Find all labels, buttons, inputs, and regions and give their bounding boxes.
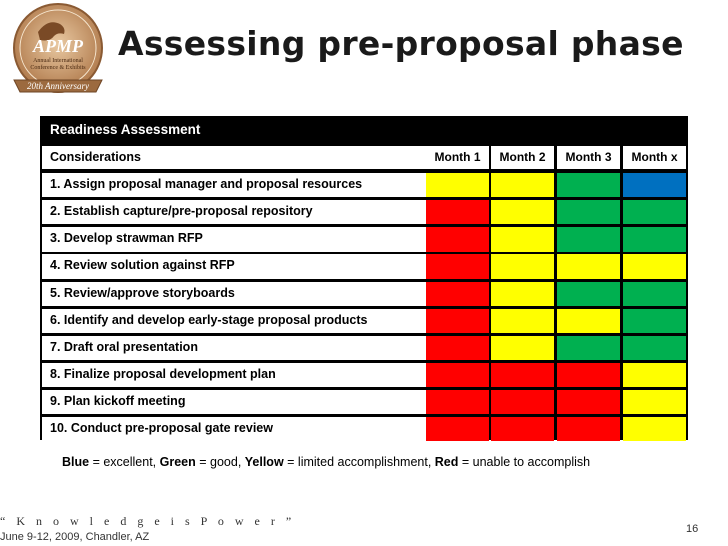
status-cell-red bbox=[426, 227, 489, 252]
status-cell-yellow bbox=[491, 335, 554, 360]
status-cell-red bbox=[426, 281, 489, 306]
status-cell-yellow bbox=[426, 173, 489, 198]
legend-red-word: Red bbox=[434, 455, 459, 469]
status-cell-red bbox=[426, 389, 489, 415]
consideration-label: 1. Assign proposal manager and proposal … bbox=[42, 173, 426, 198]
status-cell-yellow bbox=[557, 254, 620, 279]
status-cell-green bbox=[623, 335, 686, 360]
status-cell-yellow bbox=[491, 173, 554, 198]
page-number: 16 bbox=[686, 523, 699, 535]
readiness-assessment-table: Readiness Assessment Considerations Month… bbox=[40, 116, 688, 442]
logo-line2: Conference & Exhibits bbox=[30, 64, 86, 71]
logo-ribbon: 20th Anniversary bbox=[27, 81, 89, 91]
status-cell-red bbox=[426, 362, 489, 388]
table-header: Readiness Assessment bbox=[50, 122, 201, 137]
status-cell-yellow bbox=[491, 200, 554, 225]
footer-tagline: “ K n o w l e d g e i s P o w e r ” bbox=[0, 514, 296, 528]
horse-icon bbox=[38, 22, 65, 41]
status-cell-yellow bbox=[623, 417, 686, 442]
status-cell-green bbox=[623, 281, 686, 306]
legend-blue-text: = excellent, bbox=[89, 455, 160, 469]
status-cell-red bbox=[491, 389, 554, 415]
logo-line1: Annual International bbox=[33, 58, 83, 64]
footer-event: June 9-12, 2009, Chandler, AZ bbox=[0, 531, 150, 543]
status-cell-green bbox=[623, 200, 686, 225]
page-title: Assessing pre-proposal phase bbox=[118, 24, 684, 63]
status-cell-yellow bbox=[491, 281, 554, 306]
status-cell-green bbox=[557, 173, 620, 198]
logo-brand: APMP bbox=[32, 36, 84, 56]
month-column-header: Month 1 bbox=[426, 146, 489, 170]
consideration-label: 8. Finalize proposal development plan bbox=[42, 362, 426, 388]
status-cell-green bbox=[557, 281, 620, 306]
month-column-header: Month 3 bbox=[557, 146, 620, 170]
status-cell-green bbox=[623, 308, 686, 333]
status-cell-green bbox=[557, 335, 620, 360]
consideration-label: 7. Draft oral presentation bbox=[42, 335, 426, 360]
status-cell-yellow bbox=[623, 389, 686, 415]
status-cell-blue bbox=[623, 173, 686, 198]
legend-blue-word: Blue bbox=[62, 455, 90, 469]
consideration-label: 9. Plan kickoff meeting bbox=[42, 389, 426, 415]
consideration-label: 4. Review solution against RFP bbox=[42, 254, 426, 279]
status-cell-red bbox=[491, 417, 554, 442]
status-cell-red bbox=[426, 254, 489, 279]
consideration-label: 6. Identify and develop early-stage prop… bbox=[42, 308, 426, 333]
status-cell-green bbox=[557, 200, 620, 225]
status-cell-red bbox=[426, 200, 489, 225]
consideration-label: 2. Establish capture/pre-proposal reposi… bbox=[42, 200, 426, 225]
consideration-label: 3. Develop strawman RFP bbox=[42, 227, 426, 252]
legend-red-text: = unable to accomplish bbox=[458, 455, 591, 469]
status-cell-red bbox=[491, 362, 554, 388]
status-cell-red bbox=[557, 389, 620, 415]
status-cell-red bbox=[557, 417, 620, 442]
status-cell-red bbox=[426, 417, 489, 442]
status-cell-red bbox=[426, 335, 489, 360]
consideration-label: 10. Conduct pre-proposal gate review bbox=[42, 417, 426, 442]
status-cell-green bbox=[557, 227, 620, 252]
month-column-header: Month x bbox=[623, 146, 686, 170]
status-cell-green bbox=[623, 227, 686, 252]
month-column-header: Month 2 bbox=[491, 146, 554, 170]
status-cell-yellow bbox=[623, 254, 686, 279]
legend-green-word: Green bbox=[159, 455, 196, 469]
considerations-header: Considerations bbox=[42, 146, 426, 170]
legend-green-text: = good, bbox=[195, 455, 245, 469]
legend-yellow-text: = limited accomplishment, bbox=[283, 455, 435, 469]
status-cell-yellow bbox=[491, 254, 554, 279]
consideration-label: 5. Review/approve storyboards bbox=[42, 281, 426, 306]
status-cell-yellow bbox=[623, 362, 686, 388]
status-cell-red bbox=[426, 308, 489, 333]
legend-yellow-word: Yellow bbox=[244, 455, 284, 469]
status-cell-yellow bbox=[491, 227, 554, 252]
color-legend: Blue = excellent, Green = good, Yellow =… bbox=[62, 455, 590, 469]
status-cell-yellow bbox=[557, 308, 620, 333]
apmp-logo: APMP Annual International Conference & E… bbox=[13, 3, 103, 93]
status-cell-yellow bbox=[491, 308, 554, 333]
status-cell-red bbox=[557, 362, 620, 388]
